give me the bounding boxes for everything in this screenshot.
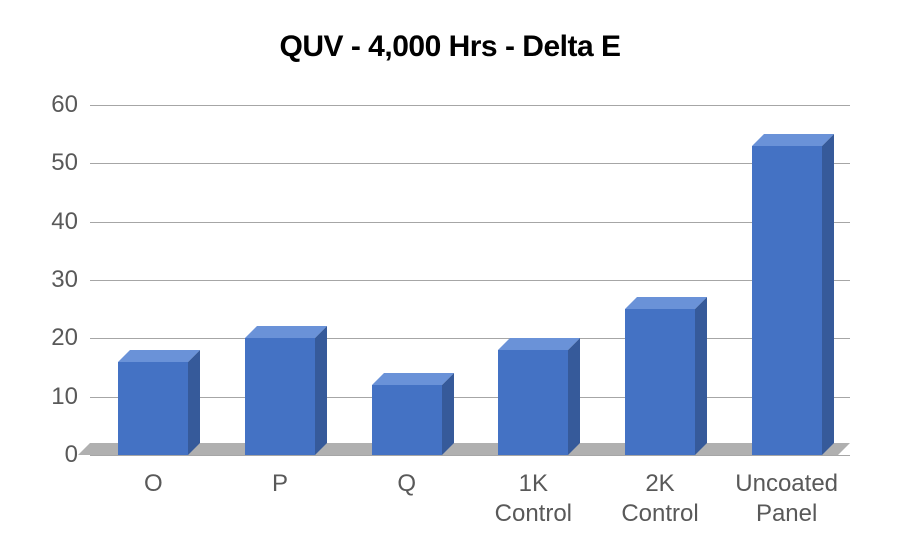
- x-tick-label: 2K Control: [621, 455, 698, 529]
- gridline: [90, 280, 850, 281]
- quv-delta-e-chart: QUV - 4,000 Hrs - Delta E 0102030405060 …: [0, 0, 900, 550]
- bar-side-face: [822, 134, 834, 455]
- y-tick-label: 50: [51, 149, 90, 177]
- x-tick-label: Q: [397, 455, 416, 499]
- bar: [498, 350, 568, 455]
- gridline: [90, 397, 850, 398]
- bar-side-face: [442, 373, 454, 455]
- x-tick-label: Uncoated Panel: [735, 455, 838, 529]
- gridline: [90, 338, 850, 339]
- y-tick-label: 60: [51, 91, 90, 119]
- bar-top-face: [372, 373, 454, 385]
- bar-front-face: [752, 146, 822, 455]
- y-tick-label: 20: [51, 324, 90, 352]
- bar-front-face: [498, 350, 568, 455]
- bar-side-face: [315, 326, 327, 455]
- gridline: [90, 222, 850, 223]
- plot-area: 0102030405060 OPQ1K Control2K ControlUnc…: [90, 105, 850, 455]
- bar-side-face: [695, 297, 707, 455]
- bar-front-face: [245, 338, 315, 455]
- y-tick-label: 30: [51, 266, 90, 294]
- bar-side-face: [188, 350, 200, 455]
- bar-side-face: [568, 338, 580, 455]
- bar: [372, 385, 442, 455]
- bar: [118, 362, 188, 455]
- bar-front-face: [372, 385, 442, 455]
- x-tick-label: P: [272, 455, 288, 499]
- bar: [245, 338, 315, 455]
- bar: [625, 309, 695, 455]
- bar-top-face: [118, 350, 200, 362]
- y-tick-label: 10: [51, 383, 90, 411]
- bar-front-face: [625, 309, 695, 455]
- y-tick-label: 40: [51, 208, 90, 236]
- gridline: [90, 105, 850, 106]
- chart-title: QUV - 4,000 Hrs - Delta E: [0, 0, 900, 64]
- x-tick-label: 1K Control: [495, 455, 572, 529]
- gridline: [90, 163, 850, 164]
- x-tick-label: O: [144, 455, 163, 499]
- bar-top-face: [752, 134, 834, 146]
- bar: [752, 146, 822, 455]
- bar-front-face: [118, 362, 188, 455]
